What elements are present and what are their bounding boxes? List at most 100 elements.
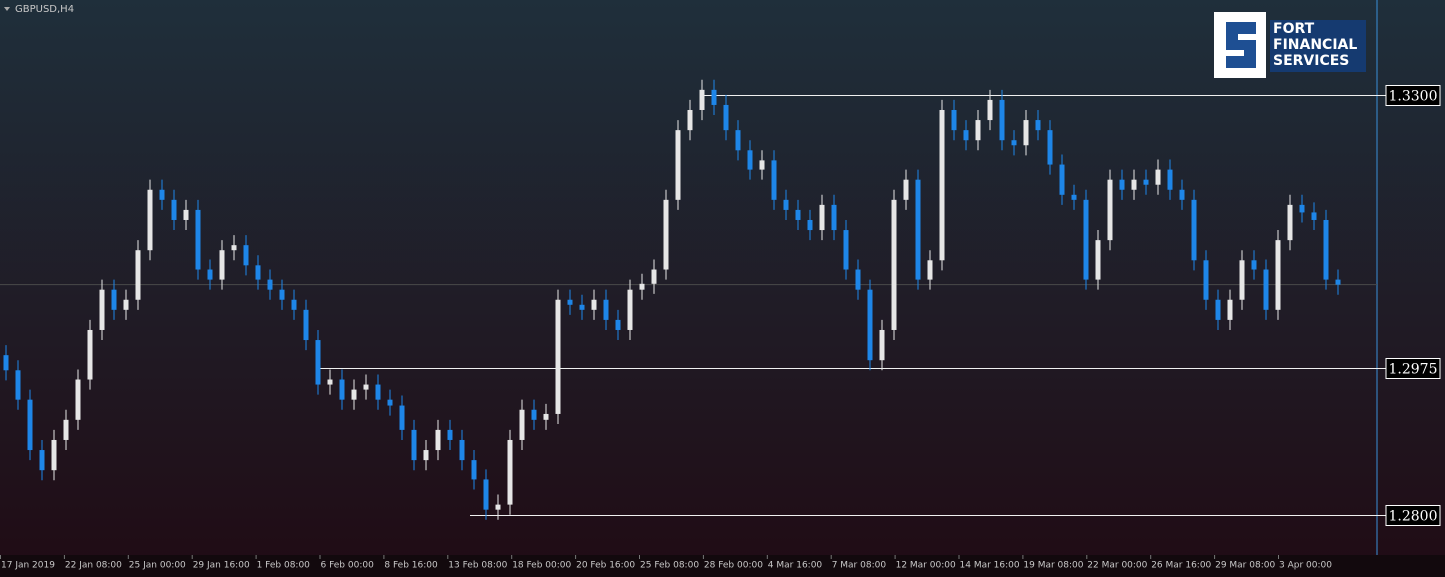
candle — [1275, 230, 1281, 320]
x-tick-label: 13 Feb 08:00 — [448, 561, 507, 571]
candle-body — [27, 399, 33, 451]
candle — [471, 450, 477, 490]
candle — [531, 399, 537, 430]
candle — [75, 369, 81, 430]
candle — [723, 94, 729, 141]
candle — [591, 289, 597, 320]
candle — [339, 369, 345, 410]
candle — [1335, 269, 1341, 295]
candle-body — [147, 189, 153, 251]
candle-body — [723, 104, 729, 131]
candle-body — [15, 370, 21, 400]
candle-body — [1119, 179, 1125, 190]
candle — [243, 235, 249, 276]
candle-body — [483, 479, 489, 510]
candle — [99, 279, 105, 341]
x-axis-strip — [0, 555, 1445, 577]
candle-body — [1263, 269, 1269, 310]
candle — [939, 99, 945, 271]
candle — [975, 109, 981, 151]
candle — [1179, 179, 1185, 210]
candle — [675, 120, 681, 210]
candle — [807, 209, 813, 241]
candle-body — [1083, 199, 1089, 280]
candle-body — [459, 439, 465, 461]
candle-body — [207, 269, 213, 280]
candle-body — [651, 269, 657, 284]
candle — [231, 235, 237, 261]
candle-body — [963, 130, 969, 141]
candle-body — [927, 260, 933, 280]
candle — [867, 279, 873, 371]
candle — [543, 403, 549, 430]
candle-body — [663, 199, 669, 270]
candle — [399, 395, 405, 440]
candle — [1191, 189, 1197, 271]
candle — [111, 279, 117, 320]
candle — [843, 219, 849, 280]
candle-body — [291, 299, 297, 310]
candle — [1131, 169, 1137, 200]
candle-body — [1059, 164, 1065, 195]
candle-body — [1251, 260, 1257, 270]
candle-body — [243, 245, 249, 266]
candle — [495, 494, 501, 520]
logo-s — [1226, 22, 1256, 68]
x-tick-label: 28 Feb 00:00 — [704, 561, 763, 571]
candle — [1047, 120, 1053, 175]
candle-body — [303, 309, 309, 341]
candle-body — [1323, 219, 1329, 280]
candle-body — [735, 130, 741, 151]
x-tick-label: 20 Feb 16:00 — [576, 561, 635, 571]
logo-line: SERVICES — [1273, 53, 1349, 69]
candle — [903, 169, 909, 210]
candle — [327, 369, 333, 395]
candle — [3, 345, 9, 381]
candle — [507, 429, 513, 515]
candle — [747, 140, 753, 180]
candle-body — [531, 409, 537, 420]
candle-body — [639, 283, 645, 290]
candle — [459, 429, 465, 471]
x-tick-label: 8 Feb 16:00 — [384, 561, 438, 571]
x-tick-label: 12 Mar 00:00 — [896, 561, 956, 571]
x-tick-label: 26 Mar 16:00 — [1151, 561, 1211, 571]
candle-body — [1191, 199, 1197, 261]
x-tick-label: 4 Mar 16:00 — [768, 561, 823, 571]
candle — [51, 429, 57, 481]
candle — [1263, 259, 1269, 320]
candle — [1155, 159, 1161, 195]
candle-body — [975, 120, 981, 141]
candle — [303, 299, 309, 351]
candle — [1107, 169, 1113, 251]
candle — [267, 269, 273, 300]
candle-body — [399, 405, 405, 430]
candle-body — [843, 230, 849, 270]
candle — [1083, 189, 1089, 290]
candle-body — [507, 439, 513, 505]
candle — [639, 273, 645, 300]
candle — [63, 409, 69, 451]
candle — [963, 120, 969, 151]
candle-body — [687, 109, 693, 131]
candle-body — [195, 209, 201, 270]
candle — [1119, 169, 1125, 200]
candle — [891, 189, 897, 341]
candle — [1251, 250, 1257, 280]
x-tick-label: 19 Mar 08:00 — [1023, 561, 1083, 571]
candle — [87, 319, 93, 390]
candle — [1011, 130, 1017, 156]
candle-body — [675, 130, 681, 200]
candle-body — [1107, 179, 1113, 241]
x-tick-label: 18 Feb 00:00 — [512, 561, 571, 571]
candle-body — [603, 299, 609, 320]
candle-body — [411, 429, 417, 461]
candle-body — [819, 204, 825, 231]
candle-body — [351, 389, 357, 400]
candle — [27, 389, 33, 461]
candle-body — [831, 204, 837, 231]
candle — [1035, 109, 1041, 141]
candle-body — [39, 450, 45, 471]
candle-body — [435, 429, 441, 451]
